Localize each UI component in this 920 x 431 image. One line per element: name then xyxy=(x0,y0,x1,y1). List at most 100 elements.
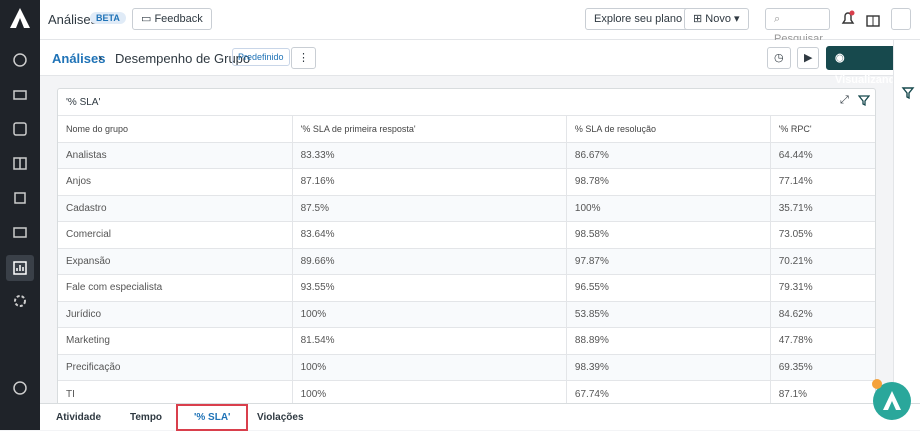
beta-badge: BETA xyxy=(90,12,126,24)
table-cell: 100% xyxy=(291,380,567,407)
table-cell: 83.33% xyxy=(291,141,567,169)
table-row: Comercial 83.64% 98.58% 73.05% xyxy=(58,221,875,248)
header-cell: '% SLA de primeira resposta' xyxy=(291,115,567,142)
table-cell: 100% xyxy=(291,300,567,328)
breadcrumb-link[interactable]: Análises xyxy=(52,51,106,66)
table-cell: Marketing xyxy=(58,327,293,354)
header-row: Nome do grupo '% SLA de primeira resposta… xyxy=(58,115,875,142)
table-cell: TI xyxy=(58,380,293,407)
timer-button[interactable]: ◷ xyxy=(767,47,791,69)
logo[interactable] xyxy=(8,6,32,30)
nav-icon[interactable] xyxy=(12,380,28,396)
nav-icon[interactable] xyxy=(12,224,28,240)
avatar[interactable] xyxy=(891,8,911,30)
table-cell: 53.85% xyxy=(565,300,771,328)
right-panel xyxy=(893,40,920,403)
table-cell: 86.67% xyxy=(565,141,771,169)
table-row: Anjos 87.16% 98.78% 77.14% xyxy=(58,168,875,195)
table-cell: 35.71% xyxy=(769,194,875,222)
nav-icon[interactable] xyxy=(12,155,28,171)
chat-logo xyxy=(883,391,901,410)
table-cell: Cadastro xyxy=(58,194,293,222)
data-table: Nome do grupo '% SLA de primeira resposta… xyxy=(58,115,875,407)
table-cell: 88.89% xyxy=(565,327,771,354)
nav-icon[interactable] xyxy=(12,190,28,206)
page-title: Desempenho de Grupo xyxy=(115,51,251,66)
label: Visualizando xyxy=(835,74,903,86)
table-cell: 98.58% xyxy=(565,221,771,248)
tab[interactable]: '% SLA' xyxy=(176,404,249,431)
sidebar xyxy=(0,0,40,430)
table-cell: 97.87% xyxy=(565,247,771,275)
tab-bar: Atividade Tempo '% SLA' Violações xyxy=(40,403,920,431)
play-button[interactable]: ▶ xyxy=(797,47,820,69)
table-row: Analistas 83.33% 86.67% 64.44% xyxy=(58,141,875,169)
breadcrumb-bar: Análises › Desempenho de Grupo Predefini… xyxy=(40,40,912,86)
table-cell: 98.39% xyxy=(565,353,771,381)
table-row: Cadastro 87.5% 100% 35.71% xyxy=(58,194,875,222)
table-row: Precificação 100% 98.39% 69.35% xyxy=(58,353,875,381)
table-cell: 47.78% xyxy=(769,327,875,354)
filter-icon[interactable] xyxy=(858,95,870,107)
explore-button[interactable]: Explore seu plano xyxy=(585,8,692,30)
header-cell: '% RPC' xyxy=(769,115,875,142)
table-cell: Jurídico xyxy=(58,300,293,328)
table-cell: 77.14% xyxy=(769,168,875,195)
more-button[interactable]: ⋮ xyxy=(291,47,316,69)
table-cell: 87.5% xyxy=(291,194,567,222)
chat-badge xyxy=(872,379,882,389)
gift[interactable] xyxy=(865,10,881,28)
feedback-button[interactable]: ▭ Feedback xyxy=(132,8,212,30)
table-cell: Anjos xyxy=(58,168,293,195)
card-title: '% SLA' xyxy=(66,97,101,108)
label: Novo xyxy=(705,13,731,25)
table-cell: 64.44% xyxy=(769,141,875,169)
top-bar: Análises BETA ▭ Feedback Explore seu pla… xyxy=(40,0,920,45)
table-cell: 93.55% xyxy=(291,274,567,301)
tag: Predefinido xyxy=(232,48,290,66)
table-cell: 100% xyxy=(291,353,567,381)
nav-icon[interactable] xyxy=(12,293,28,309)
tab[interactable]: Atividade xyxy=(56,412,102,423)
table-cell: 70.21% xyxy=(769,247,875,275)
label: Feedback xyxy=(154,13,203,25)
separator: › xyxy=(98,50,103,65)
table-row: Fale com especialista 93.55% 96.55% 79.31% xyxy=(58,274,875,301)
nav-icon[interactable] xyxy=(12,52,28,68)
new-button[interactable]: ⊞ Novo ▾ xyxy=(684,8,749,30)
table-cell: 100% xyxy=(565,194,771,222)
app-title: Análises xyxy=(48,12,98,27)
table-cell: 89.66% xyxy=(291,247,567,275)
table-cell: 81.54% xyxy=(291,327,567,354)
table-cell: 69.35% xyxy=(769,353,875,381)
notifications[interactable] xyxy=(840,10,856,28)
table-cell: 98.78% xyxy=(565,168,771,195)
nav-icon[interactable] xyxy=(12,87,28,103)
table-row: Jurídico 100% 53.85% 84.62% xyxy=(58,300,875,328)
header-cell: % SLA de resolução xyxy=(565,115,771,142)
table-cell: 79.31% xyxy=(769,274,875,301)
tab[interactable]: Violações xyxy=(257,412,304,423)
tab[interactable]: Tempo xyxy=(130,412,163,423)
expand-icon[interactable]: ⤢ xyxy=(840,94,849,106)
search[interactable]: ⌕ Pesquisar xyxy=(765,8,830,45)
filter-icon[interactable] xyxy=(901,86,915,100)
nav-icon[interactable] xyxy=(12,121,28,137)
table-body: Analistas 83.33% 86.67% 64.44% Anjos 87.16% 98… xyxy=(58,141,875,407)
table-row: TI 100% 67.74% 87.1% xyxy=(58,380,875,407)
nav-icon[interactable] xyxy=(12,260,28,276)
header-cell: Nome do grupo xyxy=(58,115,293,142)
table-row: Expansão 89.66% 97.87% 70.21% xyxy=(58,247,875,275)
table-cell: 83.64% xyxy=(291,221,567,248)
table-cell: 96.55% xyxy=(565,274,771,301)
table-cell: Precificação xyxy=(58,353,293,381)
table-cell: Fale com especialista xyxy=(58,274,293,301)
table-cell: 73.05% xyxy=(769,221,875,248)
table-cell: Expansão xyxy=(58,247,293,275)
table-cell: 84.62% xyxy=(769,300,875,328)
report-card: '% SLA' ⤢ Nome do grupo '% SLA de primeir… xyxy=(57,88,876,418)
table-cell: Comercial xyxy=(58,221,293,248)
table-row: Marketing 81.54% 88.89% 47.78% xyxy=(58,327,875,354)
